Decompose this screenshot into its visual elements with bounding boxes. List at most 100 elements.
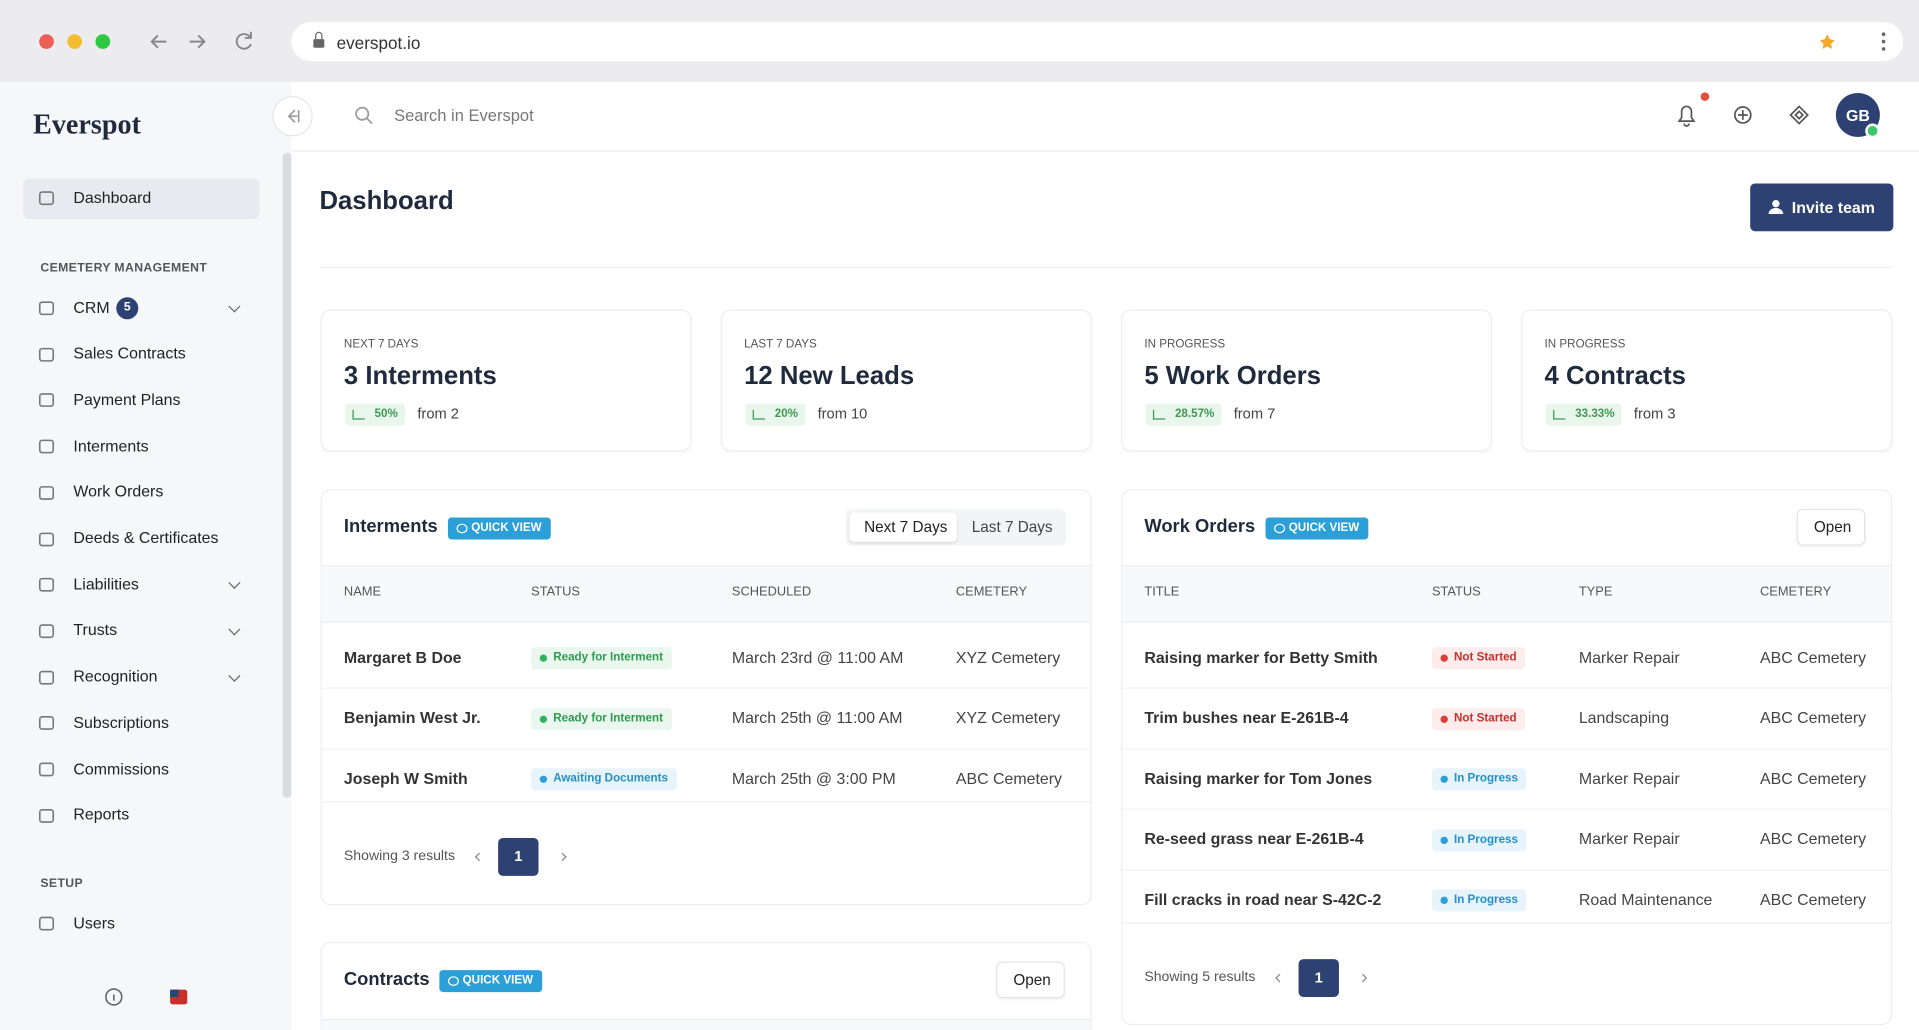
nav-icon (38, 531, 55, 546)
cell: ABC Cemetery (1759, 829, 1867, 848)
card (320, 941, 1092, 1030)
invite-button[interactable] (1750, 183, 1894, 232)
cell: Marker Repair (1578, 768, 1680, 788)
column-header: TITLE (1144, 584, 1180, 600)
trend-icon (752, 409, 765, 420)
nav-item[interactable]: CRM (73, 297, 110, 317)
topbar-divider (291, 150, 1919, 152)
footer-divider (1122, 921, 1891, 923)
status-pill: Awaiting Documents (531, 768, 677, 791)
stat-card (1521, 309, 1893, 452)
eye-icon (447, 976, 459, 986)
tab[interactable]: Last 7 Days (971, 518, 1053, 536)
nav-icon (38, 624, 55, 639)
nav-item[interactable]: Liabilities (73, 574, 139, 593)
column-header: NAME (343, 584, 382, 600)
card (1121, 489, 1893, 1026)
nav-item[interactable]: Interments (73, 436, 149, 455)
tab[interactable]: Next 7 Days (864, 518, 948, 536)
invite-icon (1768, 200, 1784, 215)
nav-icon (38, 808, 55, 823)
stat-value: 12 New Leads (744, 362, 915, 391)
nav-item[interactable]: Subscriptions (73, 712, 169, 732)
open-button-label[interactable]: Open (1813, 518, 1852, 536)
cell: XYZ Cemetery (955, 708, 1061, 727)
card-title: Interments (343, 516, 438, 538)
nav-item[interactable]: Trusts (73, 620, 118, 640)
nav-item[interactable]: Dashboard (73, 187, 152, 207)
stat-value: 4 Contracts (1544, 362, 1686, 391)
column-header: TYPE (1578, 584, 1613, 600)
row-divider (1122, 748, 1891, 750)
avatar[interactable]: GB (1845, 106, 1870, 125)
column-header: CEMETERY (1759, 584, 1832, 600)
status-pill: In Progress (1431, 768, 1527, 791)
row-title[interactable]: Margaret B Doe (343, 647, 462, 667)
cell: ABC Cemetery (955, 768, 1062, 788)
row-title[interactable]: Fill cracks in road near S-42C-2 (1144, 890, 1382, 909)
quick-view[interactable]: QUICK VIEW (447, 517, 551, 540)
row-divider (1122, 808, 1891, 810)
search[interactable]: Search in Everspot (394, 106, 534, 125)
cell: March 25th @ 11:00 AM (731, 708, 903, 727)
nav-item[interactable]: Commissions (73, 759, 169, 778)
row-title[interactable]: Re-seed grass near E-261B-4 (1144, 829, 1364, 848)
open-button[interactable] (996, 961, 1065, 999)
open-button[interactable] (1796, 508, 1866, 546)
quick-view[interactable]: QUICK VIEW (439, 970, 542, 993)
table-header (321, 1019, 1091, 1030)
status-pill: Not Started (1431, 647, 1526, 670)
page-button[interactable]: 1 (498, 837, 539, 876)
cell: Road Maintenance (1578, 890, 1713, 909)
browser-controls (39, 22, 1904, 62)
status-pill: In Progress (1431, 828, 1527, 851)
status-dot (539, 654, 548, 662)
status-pill: Ready for Interment (531, 647, 672, 670)
row-title[interactable]: Joseph W Smith (343, 768, 468, 788)
row-title[interactable]: Raising marker for Tom Jones (1144, 768, 1373, 788)
eye-icon (456, 523, 468, 534)
row-divider (1122, 869, 1891, 871)
page-title: Dashboard (319, 187, 454, 216)
stat-label: LAST 7 DAYS (744, 337, 817, 351)
stat-change: 33.33% (1545, 403, 1622, 426)
nav-icon (38, 716, 55, 731)
column-header: STATUS (531, 584, 580, 600)
stat-card (1121, 309, 1492, 452)
nav-item[interactable]: Users (73, 913, 115, 933)
stat-label: NEXT 7 DAYS (343, 337, 419, 351)
header-divider (319, 266, 1893, 268)
nav-icon (38, 191, 55, 206)
tab-active[interactable] (849, 512, 958, 542)
card-title: Contracts (343, 969, 430, 990)
row-divider (321, 748, 1091, 750)
row-title[interactable]: Raising marker for Betty Smith (1144, 647, 1378, 667)
row-title[interactable]: Benjamin West Jr. (343, 708, 481, 727)
quick-view[interactable]: QUICK VIEW (1265, 517, 1368, 540)
nav-active[interactable] (23, 178, 260, 219)
sidebar (0, 81, 292, 1030)
stat-from: from 10 (817, 405, 868, 423)
nav-item[interactable]: Payment Plans (73, 390, 181, 409)
nav-icon (38, 485, 55, 500)
invite-button-label[interactable]: Invite team (1791, 198, 1875, 217)
page-button[interactable]: 1 (1298, 958, 1339, 997)
card (320, 489, 1092, 906)
nav-item[interactable]: Deeds & Certificates (73, 528, 219, 547)
url[interactable]: everspot.io (336, 33, 421, 53)
nav-item[interactable]: Sales Contracts (73, 344, 186, 363)
status-dot (1440, 654, 1448, 662)
stat-from: from 2 (417, 405, 459, 423)
cell: March 25th @ 3:00 PM (731, 768, 896, 788)
nav-badge: 5 (116, 297, 139, 320)
nav-item[interactable]: Work Orders (73, 482, 164, 501)
open-button-label[interactable]: Open (1013, 971, 1051, 989)
stat-card (720, 309, 1092, 452)
nav-item[interactable]: Reports (73, 805, 130, 824)
cell: ABC Cemetery (1759, 768, 1867, 788)
nav-item[interactable]: Recognition (73, 666, 158, 686)
logo[interactable]: Everspot (33, 108, 141, 140)
row-title[interactable]: Trim bushes near E-261B-4 (1144, 708, 1349, 727)
nav-icon (38, 578, 55, 592)
